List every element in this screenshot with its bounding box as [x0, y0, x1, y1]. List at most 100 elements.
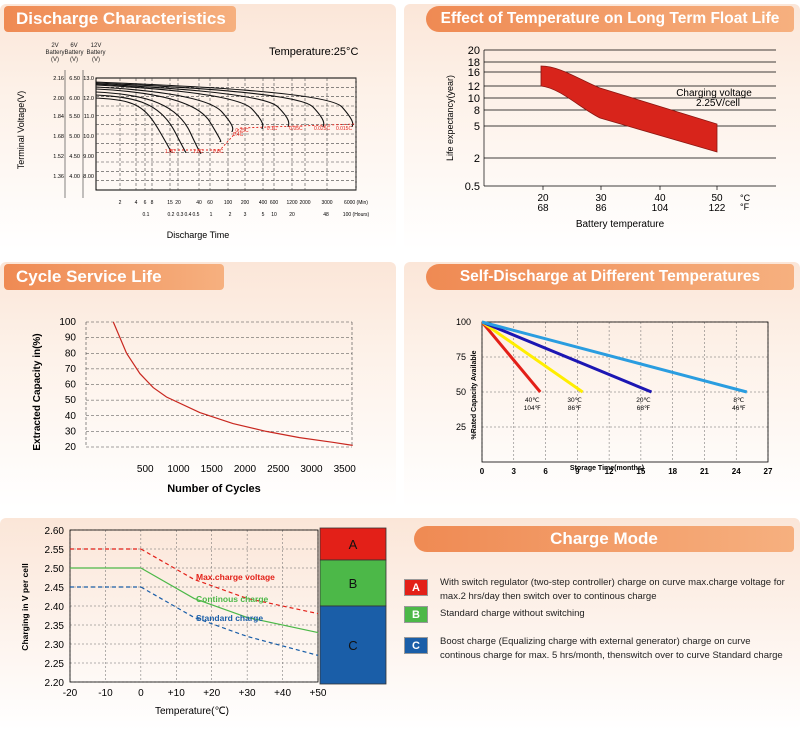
- dc-xtick-min: 40: [196, 200, 202, 206]
- float-life-panel: [404, 4, 800, 250]
- cy-xtick: 3500: [334, 464, 357, 475]
- dc-xtick-min: 20: [175, 200, 181, 206]
- cy-ytick: 60: [65, 380, 77, 391]
- cy-xtick: 1500: [201, 464, 224, 475]
- sd-ytick: 75: [456, 352, 466, 362]
- fl-ytick: 10: [468, 93, 480, 105]
- sd-ytick: 50: [456, 387, 466, 397]
- charge-lines: Max.charge voltage Continous charge Standa…: [70, 548, 319, 656]
- header-2v-b: Battery: [45, 50, 64, 56]
- dc-curve-label: 0.6C: [213, 149, 224, 155]
- discharge-panel: [0, 4, 396, 250]
- ch-xtick: +20: [203, 688, 220, 699]
- dc-curve: [95, 82, 325, 128]
- legend-c-text: Boost charge (Equalizing charge with ext…: [440, 636, 783, 661]
- legend-b-box: B: [404, 606, 428, 623]
- ch-ytick: 2.20: [45, 678, 65, 689]
- sd-xtick: 15: [636, 467, 645, 476]
- dc-xtick-hr: 0.2: [168, 212, 175, 218]
- charge-grid: [69, 529, 319, 683]
- cy-ytick: 40: [65, 411, 77, 422]
- fl-xtick-c: 40: [654, 193, 666, 204]
- dc-curve: [95, 81, 354, 128]
- dc-xtick-hr: 0.3: [177, 212, 184, 218]
- cy-xtick: 3000: [300, 464, 323, 475]
- dc-curve-label: 0.05C: [289, 126, 303, 132]
- cy-xtick: 2000: [234, 464, 257, 475]
- cy-ytick: 80: [65, 348, 77, 359]
- dc-xtick-min: 600: [270, 200, 279, 206]
- sd-xtick: 6: [543, 467, 548, 476]
- ch-xtick: +40: [274, 688, 291, 699]
- fl-xtick-f: 68: [537, 203, 549, 214]
- ch-zone: [319, 559, 387, 607]
- ch-line-label: Standard charge: [196, 613, 263, 623]
- ch-zone-label: A: [349, 537, 358, 552]
- float-unit-c: °C: [740, 193, 751, 203]
- dc-ytick-12v: 13.0: [83, 76, 94, 82]
- dc-xtick-hr: 0.1: [143, 212, 150, 218]
- dc-xtick-hr: 1: [210, 212, 213, 218]
- discharge-xlabel: Discharge Time: [167, 230, 230, 240]
- dc-xtick-hr: 100 (Hours): [343, 212, 370, 218]
- legend-c-box: C: [404, 637, 428, 654]
- dc-curve-label: 1.5C: [165, 149, 176, 155]
- ch-line-label: Continous charge: [196, 594, 269, 604]
- fl-xtick-f: 104: [652, 203, 669, 214]
- charge-zones: A B C: [319, 527, 387, 685]
- float-xlabel: Battery temperature: [576, 219, 665, 230]
- float-unit-f: °F: [740, 202, 750, 212]
- header-12v-v: 12V: [91, 43, 102, 49]
- ch-xtick: -20: [63, 688, 78, 699]
- dc-ytick-6v: 5.00: [69, 134, 80, 140]
- ch-zone-label: C: [348, 638, 357, 653]
- sd-xtick: 3: [512, 467, 517, 476]
- dc-curve: [95, 97, 172, 153]
- discharge-ylabel: Terminal Voltage(V): [16, 91, 26, 170]
- cy-xtick: 2500: [267, 464, 290, 475]
- fl-ytick: 20: [468, 45, 480, 57]
- ch-xtick: +10: [168, 688, 185, 699]
- dc-curve: [95, 86, 234, 133]
- ch-zone: [319, 527, 387, 561]
- header-6v-v: 6V: [70, 43, 77, 49]
- fl-band: [540, 65, 718, 153]
- temperature-label: Temperature:25°C: [269, 46, 358, 58]
- cy-xtick: 500: [137, 464, 154, 475]
- dc-xtick-hr: 10: [271, 212, 277, 218]
- ch-xtick: +50: [310, 688, 327, 699]
- sd-xtick: 24: [732, 467, 741, 476]
- float-ylabel: Life expectancy(year): [445, 75, 455, 161]
- sd-label-f: 104℉: [524, 405, 542, 412]
- dc-xtick-min: 200: [241, 200, 250, 206]
- dc-xtick-hr: 48: [323, 212, 329, 218]
- sd-xlabel: Storage Time(months): [570, 465, 644, 472]
- dc-curve-label: 1.0C: [193, 149, 204, 155]
- sd-label-f: 68℉: [637, 405, 651, 412]
- sd-series-line: [481, 320, 584, 394]
- cycle-ylabel: Extracted Capacity in(%): [32, 333, 43, 450]
- fl-ytick: 18: [468, 57, 480, 69]
- dc-curve: [95, 83, 290, 128]
- dc-curve-label: 0.4C: [233, 132, 244, 138]
- sd-grid: [481, 321, 769, 463]
- fl-ytick: 5: [474, 121, 480, 133]
- cy-ytick: 90: [65, 333, 77, 344]
- dc-ytick-6v: 5.50: [69, 114, 80, 120]
- dc-xtick-min: 2: [119, 200, 122, 206]
- ch-frame: [69, 529, 319, 683]
- discharge-y-ticks: 2.16 6.50 13.0 2.00 6.00 12.0 1.84 5.50 11.0 1.68…: [53, 70, 94, 198]
- legend-b-text: Standard charge without switching: [440, 608, 585, 619]
- ch-zone: [319, 605, 387, 685]
- float-annotation-2: 2.25V/cell: [696, 98, 740, 109]
- header-2v-v: 2V: [51, 43, 58, 49]
- dc-ytick-6v: 6.00: [69, 96, 80, 102]
- cy-ytick: 30: [65, 426, 77, 437]
- dc-curve: [95, 91, 202, 154]
- ch-line-right: [140, 548, 319, 615]
- fl-ytick: 16: [468, 67, 480, 79]
